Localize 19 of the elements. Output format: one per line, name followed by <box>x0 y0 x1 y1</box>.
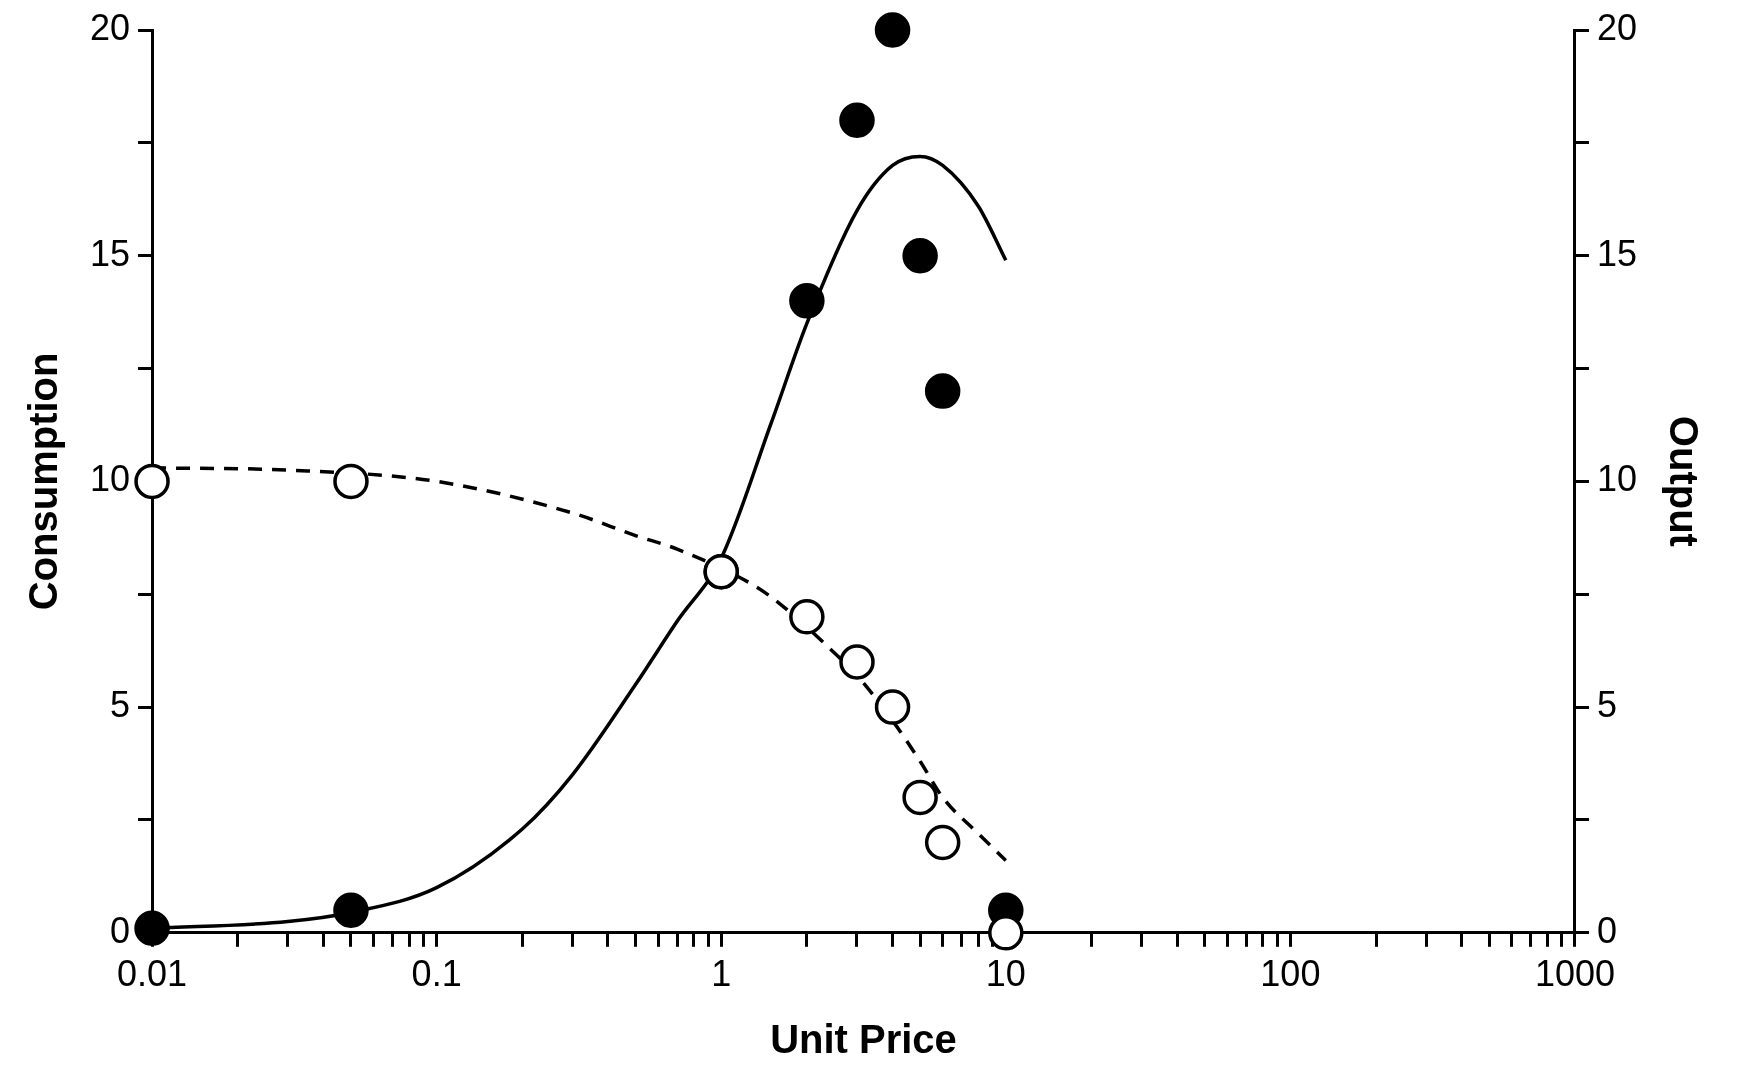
y-tick-label: 5 <box>110 684 131 726</box>
x-tick-label: 1000 <box>1534 953 1615 995</box>
x-axis-title: Unit Price <box>770 1017 957 1062</box>
y2-tick-label: 5 <box>1596 684 1617 726</box>
y-tick-label: 20 <box>90 6 131 48</box>
y2-tick-label: 10 <box>1596 458 1637 500</box>
y-tick-label: 10 <box>90 458 131 500</box>
y-tick-label: 15 <box>90 232 131 274</box>
y2-axis-title: Output <box>1661 415 1706 547</box>
x-tick-label: 0.1 <box>411 953 462 995</box>
x-tick-label: 0.01 <box>117 953 188 995</box>
y2-tick-label: 20 <box>1596 6 1637 48</box>
x-tick-label: 100 <box>1260 953 1321 995</box>
x-tick-label: 1 <box>711 953 732 995</box>
y-tick-label: 0 <box>110 909 131 951</box>
x-tick-label: 10 <box>985 953 1026 995</box>
y2-tick-label: 0 <box>1596 909 1617 951</box>
y2-tick-label: 15 <box>1596 232 1637 274</box>
y-axis-title: Consumption <box>21 352 66 611</box>
